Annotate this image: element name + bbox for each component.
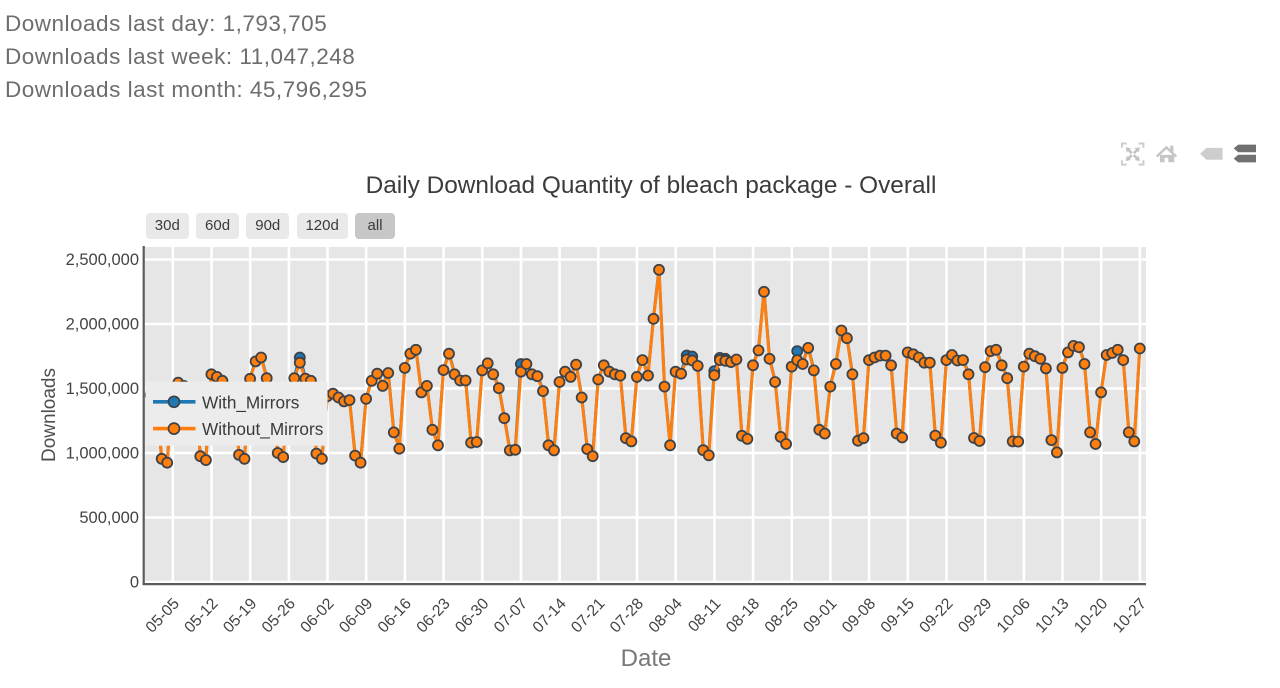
- svg-text:06-16: 06-16: [375, 595, 415, 636]
- svg-text:09-15: 09-15: [878, 595, 918, 636]
- svg-text:Date: Date: [621, 645, 672, 672]
- svg-text:10-27: 10-27: [1110, 595, 1150, 636]
- svg-text:07-07: 07-07: [491, 595, 531, 636]
- svg-text:05-26: 05-26: [259, 595, 299, 636]
- svg-text:05-19: 05-19: [220, 595, 260, 636]
- svg-text:08-18: 08-18: [723, 595, 763, 636]
- svg-text:08-11: 08-11: [685, 595, 724, 635]
- svg-text:10-06: 10-06: [994, 595, 1034, 636]
- svg-text:08-04: 08-04: [646, 595, 686, 636]
- svg-text:07-28: 07-28: [607, 595, 647, 636]
- svg-text:Daily Download Quantity of ble: Daily Download Quantity of bleach packag…: [366, 172, 937, 199]
- svg-text:500,000: 500,000: [79, 509, 139, 527]
- svg-text:09-22: 09-22: [916, 595, 956, 636]
- svg-text:09-29: 09-29: [955, 595, 995, 636]
- svg-text:2,000,000: 2,000,000: [66, 316, 139, 334]
- svg-text:09-01: 09-01: [800, 595, 840, 636]
- svg-text:06-23: 06-23: [414, 595, 454, 636]
- svg-text:06-09: 06-09: [336, 595, 376, 636]
- svg-text:06-02: 06-02: [297, 595, 337, 636]
- svg-text:05-12: 05-12: [181, 595, 221, 636]
- svg-text:1,500,000: 1,500,000: [66, 380, 139, 398]
- svg-text:0: 0: [130, 574, 139, 592]
- svg-text:09-08: 09-08: [839, 595, 879, 636]
- svg-text:07-21: 07-21: [568, 595, 608, 636]
- svg-text:10-20: 10-20: [1071, 595, 1111, 636]
- svg-text:07-14: 07-14: [530, 595, 570, 636]
- svg-text:With_Mirrors: With_Mirrors: [202, 392, 299, 412]
- svg-text:Downloads: Downloads: [39, 368, 60, 462]
- svg-text:10-13: 10-13: [1032, 595, 1072, 636]
- svg-text:05-05: 05-05: [143, 595, 183, 636]
- svg-text:08-25: 08-25: [762, 595, 802, 636]
- svg-text:Without_Mirrors: Without_Mirrors: [202, 419, 323, 439]
- svg-text:1,000,000: 1,000,000: [66, 445, 139, 463]
- svg-text:06-30: 06-30: [452, 595, 492, 636]
- svg-text:2,500,000: 2,500,000: [66, 251, 139, 269]
